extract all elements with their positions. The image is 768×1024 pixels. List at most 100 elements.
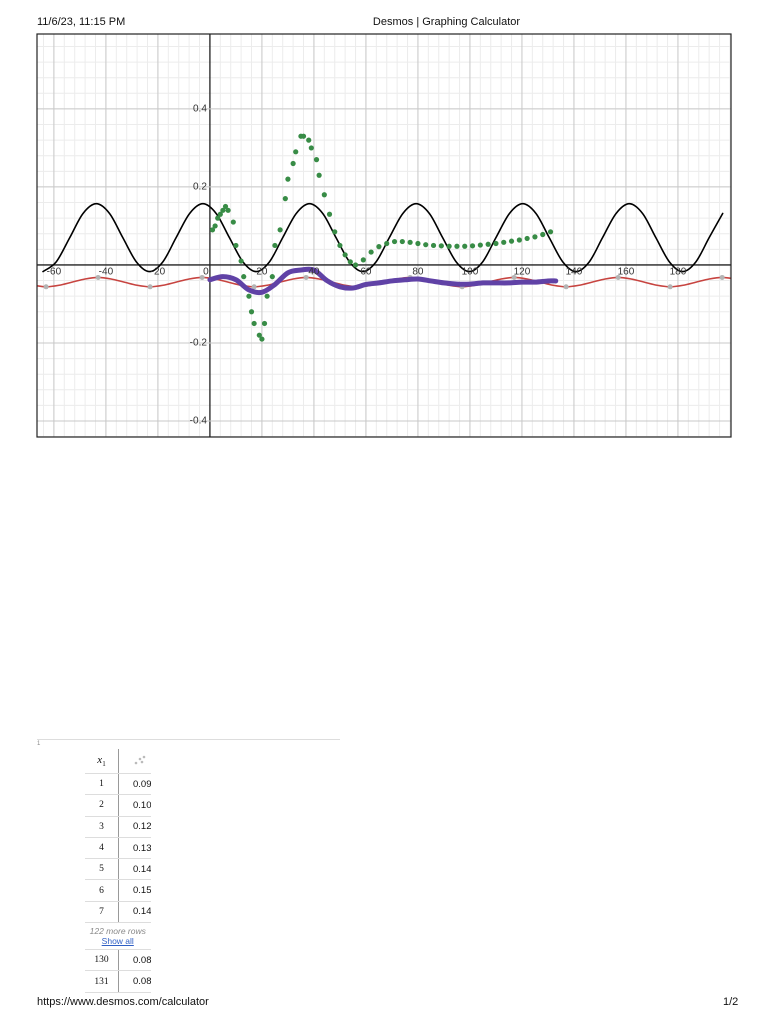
show-all-link[interactable]: Show all (101, 936, 134, 947)
x-tick-label: -40 (99, 267, 114, 278)
more-rows: 122 more rows Show all (85, 922, 151, 951)
table-cell: 7 (85, 901, 119, 924)
table-cell: 0.08 (118, 949, 151, 972)
data-point (719, 274, 725, 280)
data-point (272, 242, 278, 249)
data-point (342, 252, 348, 258)
x-tick-label: -20 (151, 267, 166, 278)
data-point (220, 207, 226, 213)
more-rows-text: 122 more rows (89, 926, 146, 937)
y-tick-label: 0.4 (193, 104, 207, 115)
data-point (238, 258, 244, 264)
data-point (246, 293, 252, 299)
expression-number: 1 (37, 741, 41, 747)
data-point (264, 293, 270, 299)
data-point (501, 239, 507, 245)
x-tick-label: 140 (566, 267, 583, 278)
curves (37, 133, 731, 342)
curve (42, 202, 724, 273)
data-point (508, 238, 515, 244)
data-table: x1 1 0.09 2 0.10 3 0.12 4 0.13 5 0.14 6 0.15 7 0.14 1… (85, 749, 151, 993)
data-point (352, 262, 359, 268)
table-row: 5 0.14 (85, 858, 151, 881)
data-point (438, 243, 444, 249)
x-tick-label: 0 (203, 267, 209, 278)
data-point (256, 332, 262, 338)
y-value: 0.14 (133, 863, 151, 875)
table-cell: 3 (85, 816, 119, 838)
data-point (313, 157, 320, 163)
table-cell: 0.13 (118, 837, 151, 860)
data-point (316, 172, 322, 178)
variable-subscript: 1 (102, 759, 106, 768)
table-cell: 5 (85, 858, 119, 881)
data-point (95, 274, 101, 280)
x-tick-label: 120 (514, 267, 531, 278)
table-header: x1 (85, 749, 151, 774)
x-tick-label: 60 (360, 267, 372, 278)
table-cell: 0.10 (118, 794, 151, 817)
y-value: 0.15 (133, 885, 151, 897)
data-point (615, 274, 621, 280)
x-tick-label: 160 (618, 267, 635, 278)
table-cell: 0.12 (118, 816, 151, 838)
data-point (259, 336, 265, 342)
x-value: 5 (99, 864, 104, 875)
x-value: 2 (99, 800, 104, 811)
data-point (230, 219, 236, 225)
data-point (384, 240, 390, 247)
data-point (347, 259, 353, 265)
table-row: 130 0.08 (85, 949, 151, 972)
data-point (147, 284, 153, 290)
table-row: 3 0.12 (85, 816, 151, 838)
data-point (282, 196, 288, 202)
table-cell: 131 (85, 970, 119, 993)
x-value: 3 (99, 821, 104, 832)
data-point (248, 309, 255, 315)
x-tick-label: 20 (256, 267, 268, 278)
graph-frame (36, 33, 732, 438)
data-point (303, 274, 309, 280)
data-point (493, 240, 499, 247)
data-point (391, 238, 398, 245)
x-value: 130 (94, 955, 109, 966)
data-point (547, 229, 554, 235)
data-point (540, 231, 546, 238)
table-row: 4 0.13 (85, 837, 151, 860)
y-value: 0.14 (133, 906, 151, 918)
table-row: 131 0.08 (85, 970, 151, 993)
data-point (407, 239, 413, 245)
data-point (462, 243, 468, 249)
data-point (217, 211, 223, 217)
y-value: 0.08 (133, 976, 151, 988)
page-url: https://www.desmos.com/calculator (37, 996, 209, 1008)
data-point (215, 215, 221, 221)
table-row: 2 0.10 (85, 794, 151, 817)
data-point (667, 284, 673, 290)
table-cell: 0.14 (118, 901, 151, 924)
x-tick-label: 180 (670, 267, 687, 278)
data-point (222, 203, 229, 210)
data-point (233, 242, 239, 249)
print-datetime: 11/6/23, 11:15 PM (37, 16, 126, 28)
data-point (251, 284, 257, 290)
data-point (277, 227, 283, 233)
data-point (212, 223, 218, 229)
data-point (241, 274, 247, 280)
column-header: x1 (85, 749, 119, 774)
y-tick-label: 0.2 (193, 182, 207, 193)
tick-labels: -60 -40 -20 0 20 40 60 80 100 120 140 160 180 -0.4 -0.… (47, 104, 687, 427)
data-point (524, 235, 530, 242)
y-value: 0.10 (133, 799, 151, 811)
data-point (43, 284, 49, 290)
table-cell: 4 (85, 837, 119, 860)
data-point (199, 274, 205, 280)
y-value: 0.08 (133, 954, 151, 966)
data-point (360, 257, 366, 263)
data-point (225, 207, 231, 213)
data-point (485, 241, 491, 247)
data-point (563, 284, 569, 290)
data-point (454, 243, 460, 249)
grid (37, 34, 731, 437)
